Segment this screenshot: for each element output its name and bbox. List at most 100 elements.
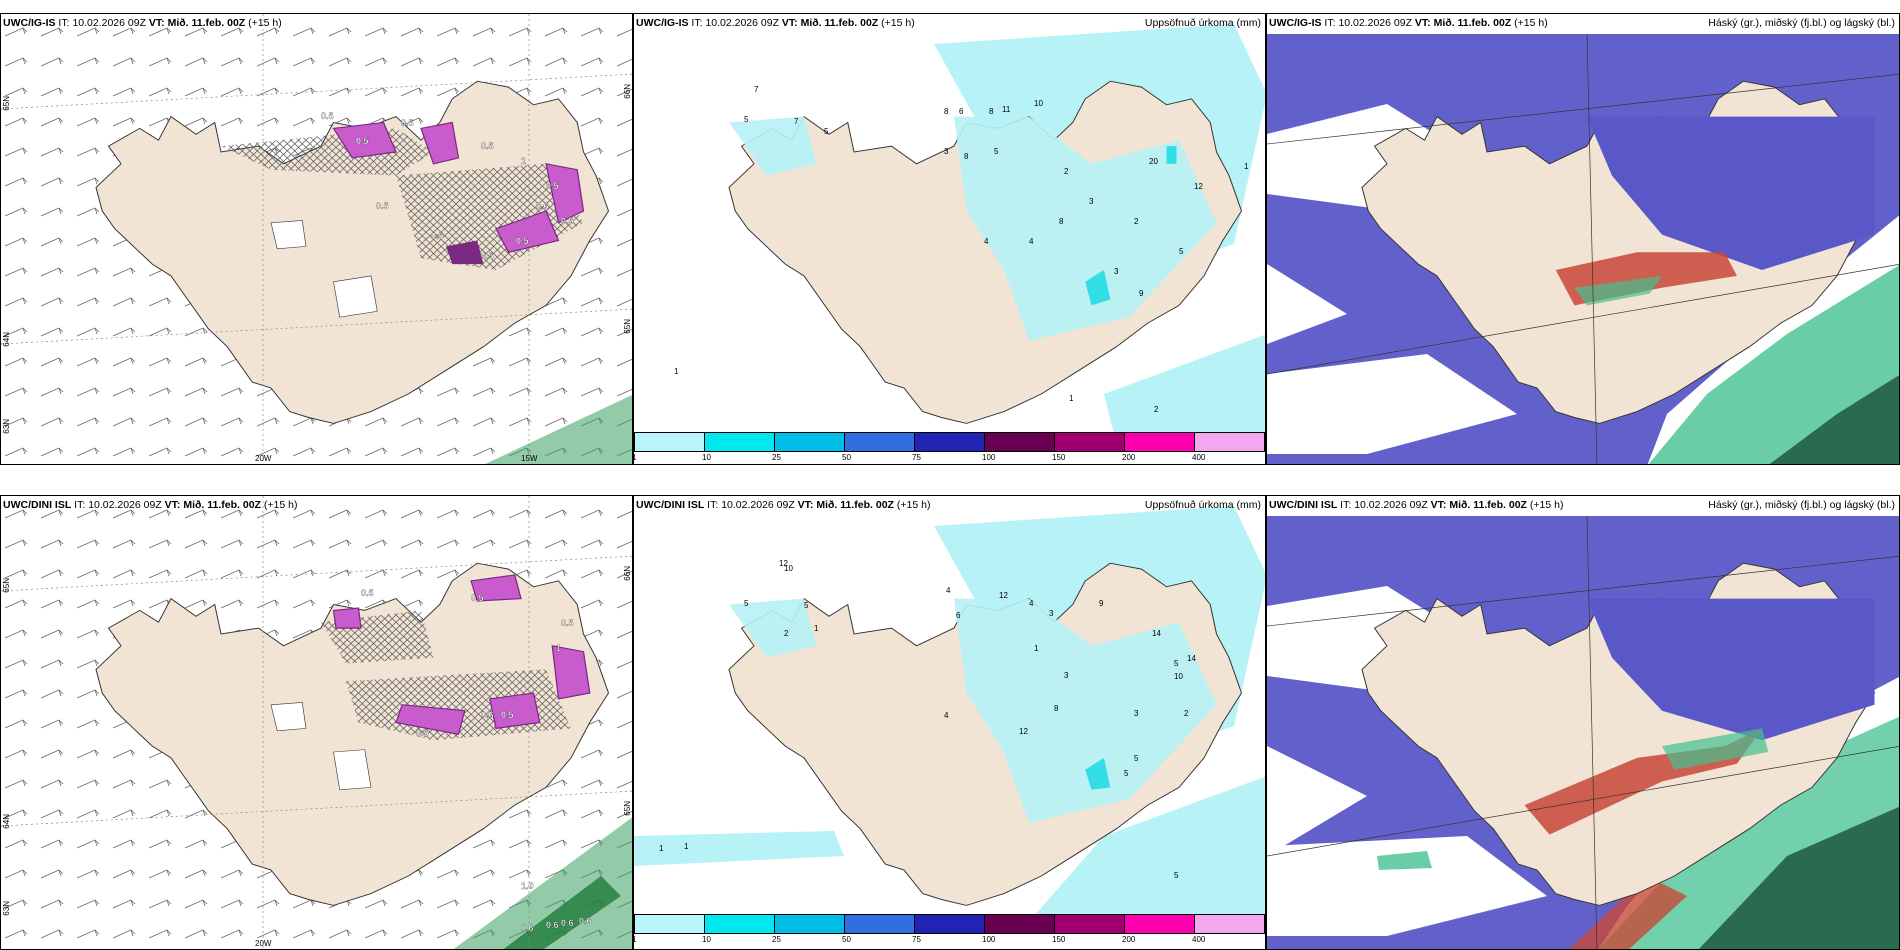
colorbar-tick: 10 bbox=[702, 453, 711, 462]
precip-value: 5 bbox=[1179, 247, 1184, 256]
colorbar-tick: 75 bbox=[912, 453, 921, 462]
snow-map: 0.5 0.5 1 0.5 0.6 0.5 0.5 1.0 0.6 0.6 0.… bbox=[1, 496, 632, 949]
colorbar-swatch bbox=[1195, 915, 1264, 933]
precip-value: 7 bbox=[754, 85, 759, 94]
snow-map-panel-1: UWC/IG-IS IT: 10.02.2026 09Z VT: Mið. 11… bbox=[0, 13, 633, 465]
snow-value: 0.5 bbox=[481, 251, 494, 261]
colorbar-ticks-2: 1 10 25 50 75 100 150 200 400 bbox=[632, 935, 1265, 945]
colorbar-swatch bbox=[1125, 915, 1195, 933]
precip-title: Uppsöfnuð úrkoma (mm) bbox=[1144, 499, 1261, 511]
lat-label: 63N bbox=[2, 901, 11, 916]
snow-value: 1 bbox=[521, 156, 526, 166]
colorbar-swatch bbox=[985, 433, 1055, 451]
cloud-map-panel-2: UWC/DINI ISL IT: 10.02.2026 09Z VT: Mið.… bbox=[1266, 495, 1900, 950]
precip-value: 5 bbox=[1174, 659, 1179, 668]
precip-map-panel-1: UWC/IG-IS IT: 10.02.2026 09Z VT: Mið. 11… bbox=[633, 13, 1266, 465]
precip-value: 12 bbox=[1194, 182, 1203, 191]
precip-value: 1 bbox=[674, 367, 679, 376]
snow-value: 0.5 bbox=[546, 181, 559, 191]
colorbar-ticks-1: 1 10 25 50 75 100 150 200 400 bbox=[632, 453, 1265, 463]
precip-value: 1 bbox=[1034, 644, 1039, 653]
colorbar-tick: 400 bbox=[1192, 453, 1206, 462]
precip-value: 14 bbox=[1152, 629, 1161, 638]
precip-title: Uppsöfnuð úrkoma (mm) bbox=[1144, 17, 1261, 29]
lat-label: 63N bbox=[2, 419, 11, 434]
colorbar-swatch bbox=[845, 915, 915, 933]
lon-label: 15W bbox=[521, 454, 538, 463]
snow-value: 0.6 bbox=[561, 918, 574, 928]
snow-value: 0.5 bbox=[471, 593, 484, 603]
precip-value: 5 bbox=[744, 115, 749, 124]
precip-value: 9 bbox=[1139, 289, 1144, 298]
snow-value: 0.5 bbox=[561, 618, 574, 628]
lat-label-right: 65N bbox=[623, 319, 632, 334]
snow-map-panel-2: UWC/DINI ISL IT: 10.02.2026 09Z VT: Mið.… bbox=[0, 495, 633, 950]
lat-label: 64N bbox=[2, 814, 11, 829]
precip-value: 6 bbox=[959, 107, 964, 116]
precip-value: 11 bbox=[1002, 105, 1011, 114]
snow-value: 0.6 bbox=[521, 923, 534, 933]
lat-label-right: 66N bbox=[623, 566, 632, 581]
colorbar-tick: 50 bbox=[842, 453, 851, 462]
snow-value: 0.5 bbox=[361, 588, 374, 598]
cloud-title: Háský (gr.), miðský (fj.bl.) og lágský (… bbox=[1708, 499, 1895, 511]
colorbar-tick: 25 bbox=[772, 453, 781, 462]
colorbar-tick: 10 bbox=[702, 935, 711, 944]
lat-label-right: 65N bbox=[623, 801, 632, 816]
precip-value: 5 bbox=[1134, 754, 1139, 763]
colorbar-swatch bbox=[705, 915, 775, 933]
precip-value: 5 bbox=[1124, 769, 1129, 778]
colorbar-tick: 200 bbox=[1122, 935, 1136, 944]
precip-value: 3 bbox=[1114, 267, 1119, 276]
snow-value: 0.6 bbox=[536, 201, 549, 211]
colorbar-swatch bbox=[1195, 433, 1264, 451]
colorbar-swatch bbox=[635, 915, 705, 933]
precip-value: 5 bbox=[1174, 871, 1179, 880]
precip-value: 1 bbox=[1244, 162, 1249, 171]
precip-map: 12 5 10 5 2 1 4 6 12 4 3 1 3 8 9 5 14 10… bbox=[634, 506, 1265, 916]
precip-values: 12 5 10 5 2 1 4 6 12 4 3 1 3 8 9 5 14 10… bbox=[659, 559, 1196, 880]
colorbar-swatch bbox=[845, 433, 915, 451]
snow-value: 0.6 bbox=[579, 916, 592, 926]
colorbar-swatch bbox=[915, 433, 985, 451]
lat-label-right: 66N bbox=[623, 84, 632, 99]
precip-value: 5 bbox=[824, 127, 829, 136]
snow-map: 0.5 0.5 1 0.5 0.5 0.5 0.5 0.5 0.5 0.6 0.… bbox=[1, 14, 632, 464]
snow-value: 1.0 bbox=[521, 881, 534, 891]
panel-title: UWC/IG-IS IT: 10.02.2026 09Z VT: Mið. 11… bbox=[3, 17, 282, 29]
precip-value: 12 bbox=[779, 559, 788, 568]
precip-value: 12 bbox=[999, 591, 1008, 600]
colorbar-swatch bbox=[705, 433, 775, 451]
colorbar-tick: 150 bbox=[1052, 935, 1066, 944]
snow-values: 0.5 0.5 1 0.5 0.6 0.5 0.5 1.0 0.6 0.6 0.… bbox=[361, 588, 592, 933]
precip-values: 7 5 7 5 8 6 8 11 10 3 8 5 2 20 3 8 12 4 … bbox=[674, 85, 1249, 414]
precip-value: 8 bbox=[1059, 217, 1064, 226]
precip-value: 7 bbox=[794, 117, 799, 126]
precip-value: 3 bbox=[1134, 709, 1139, 718]
precip-value: 4 bbox=[1029, 599, 1034, 608]
precip-value: 6 bbox=[956, 611, 961, 620]
cloud-map bbox=[1267, 515, 1899, 949]
colorbar-swatch bbox=[775, 915, 845, 933]
lon-label: 20W bbox=[255, 454, 272, 463]
snow-value: 0.5 bbox=[431, 231, 444, 241]
colorbar-swatch bbox=[915, 915, 985, 933]
panel-title: UWC/DINI ISL IT: 10.02.2026 09Z VT: Mið.… bbox=[3, 499, 298, 511]
snow-value: 0.5 bbox=[356, 136, 369, 146]
precip-value: 1 bbox=[1069, 394, 1074, 403]
precip-value: 8 bbox=[989, 107, 994, 116]
precip-value: 2 bbox=[1134, 217, 1139, 226]
precip-value: 8 bbox=[964, 152, 969, 161]
colorbar-swatch bbox=[775, 433, 845, 451]
snow-value: 0.6 bbox=[481, 710, 494, 720]
snow-value: 0.5 bbox=[376, 201, 389, 211]
precip-map-panel-2: UWC/DINI ISL IT: 10.02.2026 09Z VT: Mið.… bbox=[633, 495, 1266, 950]
precip-value: 2 bbox=[1064, 167, 1069, 176]
colorbar-swatch bbox=[1125, 433, 1195, 451]
precip-value: 2 bbox=[1184, 709, 1189, 718]
precip-value: 9 bbox=[1099, 599, 1104, 608]
snow-value: 0.5 bbox=[416, 728, 429, 738]
precip-value: 5 bbox=[744, 599, 749, 608]
cloud-title: Háský (gr.), miðský (fj.bl.) og lágský (… bbox=[1708, 17, 1895, 29]
snow-value: 0.5 bbox=[561, 216, 574, 226]
